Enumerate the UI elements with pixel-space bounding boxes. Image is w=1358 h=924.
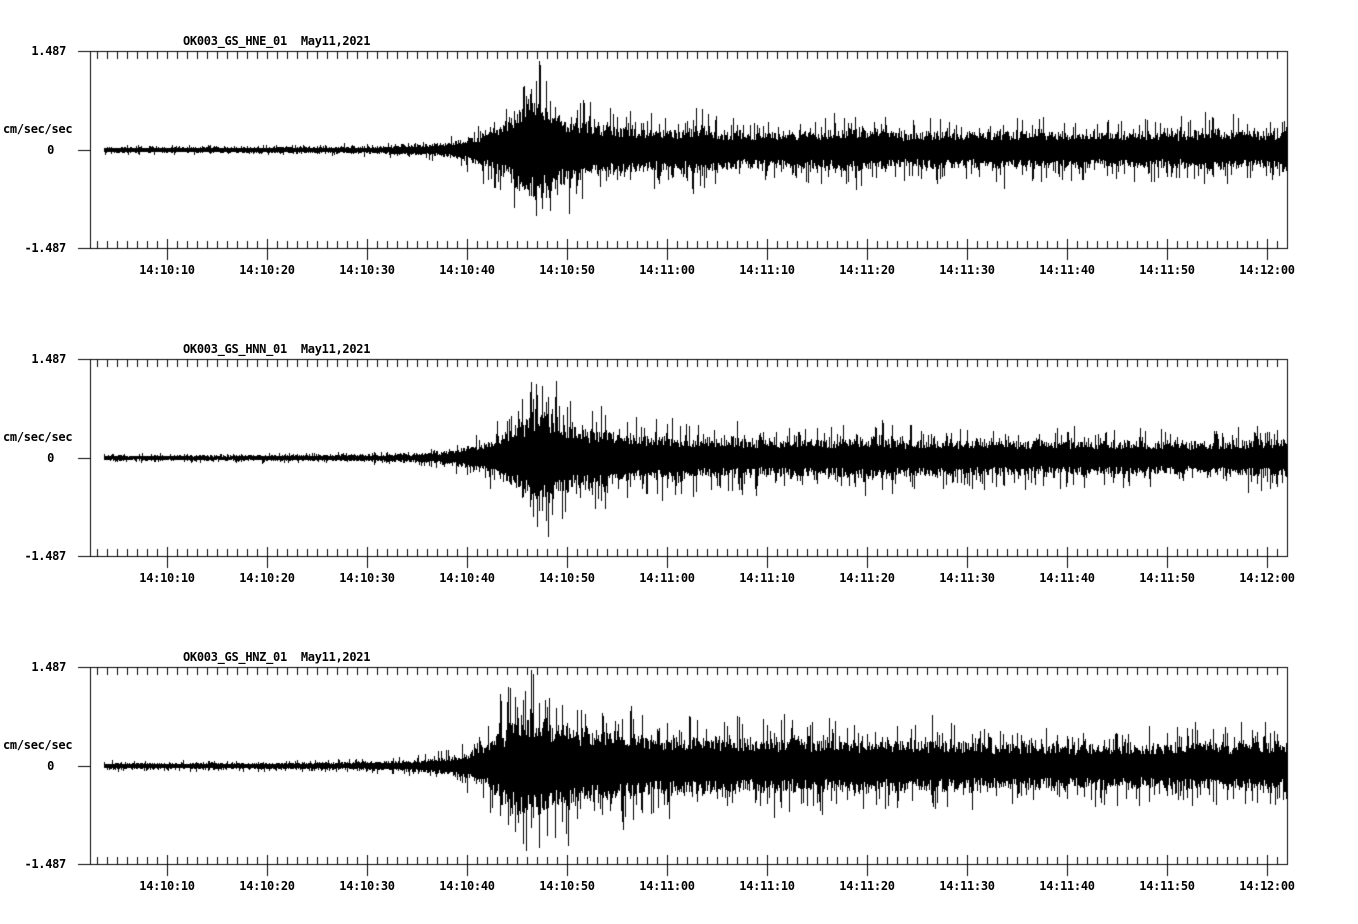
y-axis-min-label: -1.487 <box>24 857 66 871</box>
trace-id-label: OK003_GS_HNE_01 <box>183 34 287 48</box>
y-axis-min-label: -1.487 <box>24 241 66 255</box>
x-tick-label: 14:11:50 <box>1139 879 1195 893</box>
x-tick-label: 14:10:50 <box>539 879 595 893</box>
x-tick-label: 14:10:40 <box>439 879 495 893</box>
y-axis-zero-label: 0 <box>47 143 54 157</box>
x-tick-label: 14:11:30 <box>939 571 995 585</box>
trace-id-label: OK003_GS_HNZ_01 <box>183 650 287 664</box>
x-tick-label: 14:11:00 <box>639 879 695 893</box>
x-tick-label: 14:11:20 <box>839 571 895 585</box>
trace-date-label: May11,2021 <box>300 342 371 356</box>
trace-id-label: OK003_GS_HNN_01 <box>183 342 287 356</box>
x-tick-label: 14:12:00 <box>1239 571 1295 585</box>
y-axis-unit-label: cm/sec/sec <box>3 738 73 752</box>
x-tick-label: 14:11:30 <box>939 263 995 277</box>
panel-title: OK003_GS_HNE_01 May11,2021 <box>183 34 370 48</box>
x-tick-label: 14:11:10 <box>739 571 795 585</box>
trace-date-label: May11,2021 <box>300 34 371 48</box>
x-tick-label: 14:11:20 <box>839 263 895 277</box>
y-axis-max-label: 1.487 <box>31 352 66 366</box>
y-axis-min-label: -1.487 <box>24 549 66 563</box>
y-axis-zero-label: 0 <box>47 759 54 773</box>
x-tick-label: 14:10:40 <box>439 263 495 277</box>
y-axis-zero-label: 0 <box>47 451 54 465</box>
y-axis-max-label: 1.487 <box>31 44 66 58</box>
x-tick-label: 14:10:20 <box>239 571 295 585</box>
x-tick-label: 14:10:20 <box>239 263 295 277</box>
x-tick-label: 14:10:50 <box>539 263 595 277</box>
x-tick-label: 14:11:00 <box>639 571 695 585</box>
time-axis-labels: 14:10:10 14:10:20 14:10:30 14:10:40 14:10:50… <box>0 571 1358 585</box>
x-tick-label: 14:11:50 <box>1139 571 1195 585</box>
x-tick-label: 14:10:50 <box>539 571 595 585</box>
y-axis-unit-label: cm/sec/sec <box>3 122 73 136</box>
x-tick-label: 14:10:20 <box>239 879 295 893</box>
time-axis-labels: 14:10:10 14:10:20 14:10:30 14:10:40 14:10:50… <box>0 263 1358 277</box>
x-tick-label: 14:12:00 <box>1239 879 1295 893</box>
x-tick-label: 14:11:10 <box>739 263 795 277</box>
x-tick-label: 14:11:30 <box>939 879 995 893</box>
x-tick-label: 14:10:30 <box>339 879 395 893</box>
x-tick-label: 14:10:10 <box>139 571 195 585</box>
trace-date-label: May11,2021 <box>300 650 371 664</box>
panel-title: OK003_GS_HNN_01 May11,2021 <box>183 342 370 356</box>
x-tick-label: 14:11:40 <box>1039 263 1095 277</box>
y-axis-unit-label: cm/sec/sec <box>3 430 73 444</box>
panel-title: OK003_GS_HNZ_01 May11,2021 <box>183 650 370 664</box>
x-tick-label: 14:10:30 <box>339 571 395 585</box>
x-tick-label: 14:11:20 <box>839 879 895 893</box>
x-tick-label: 14:10:40 <box>439 571 495 585</box>
x-tick-label: 14:11:50 <box>1139 263 1195 277</box>
x-tick-label: 14:11:40 <box>1039 571 1095 585</box>
x-tick-label: 14:11:40 <box>1039 879 1095 893</box>
time-axis-labels: 14:10:10 14:10:20 14:10:30 14:10:40 14:10:50… <box>0 879 1358 893</box>
y-axis-max-label: 1.487 <box>31 660 66 674</box>
x-tick-label: 14:10:10 <box>139 879 195 893</box>
x-tick-label: 14:10:10 <box>139 263 195 277</box>
x-tick-label: 14:10:30 <box>339 263 395 277</box>
x-tick-label: 14:11:00 <box>639 263 695 277</box>
x-tick-label: 14:12:00 <box>1239 263 1295 277</box>
x-tick-label: 14:11:10 <box>739 879 795 893</box>
